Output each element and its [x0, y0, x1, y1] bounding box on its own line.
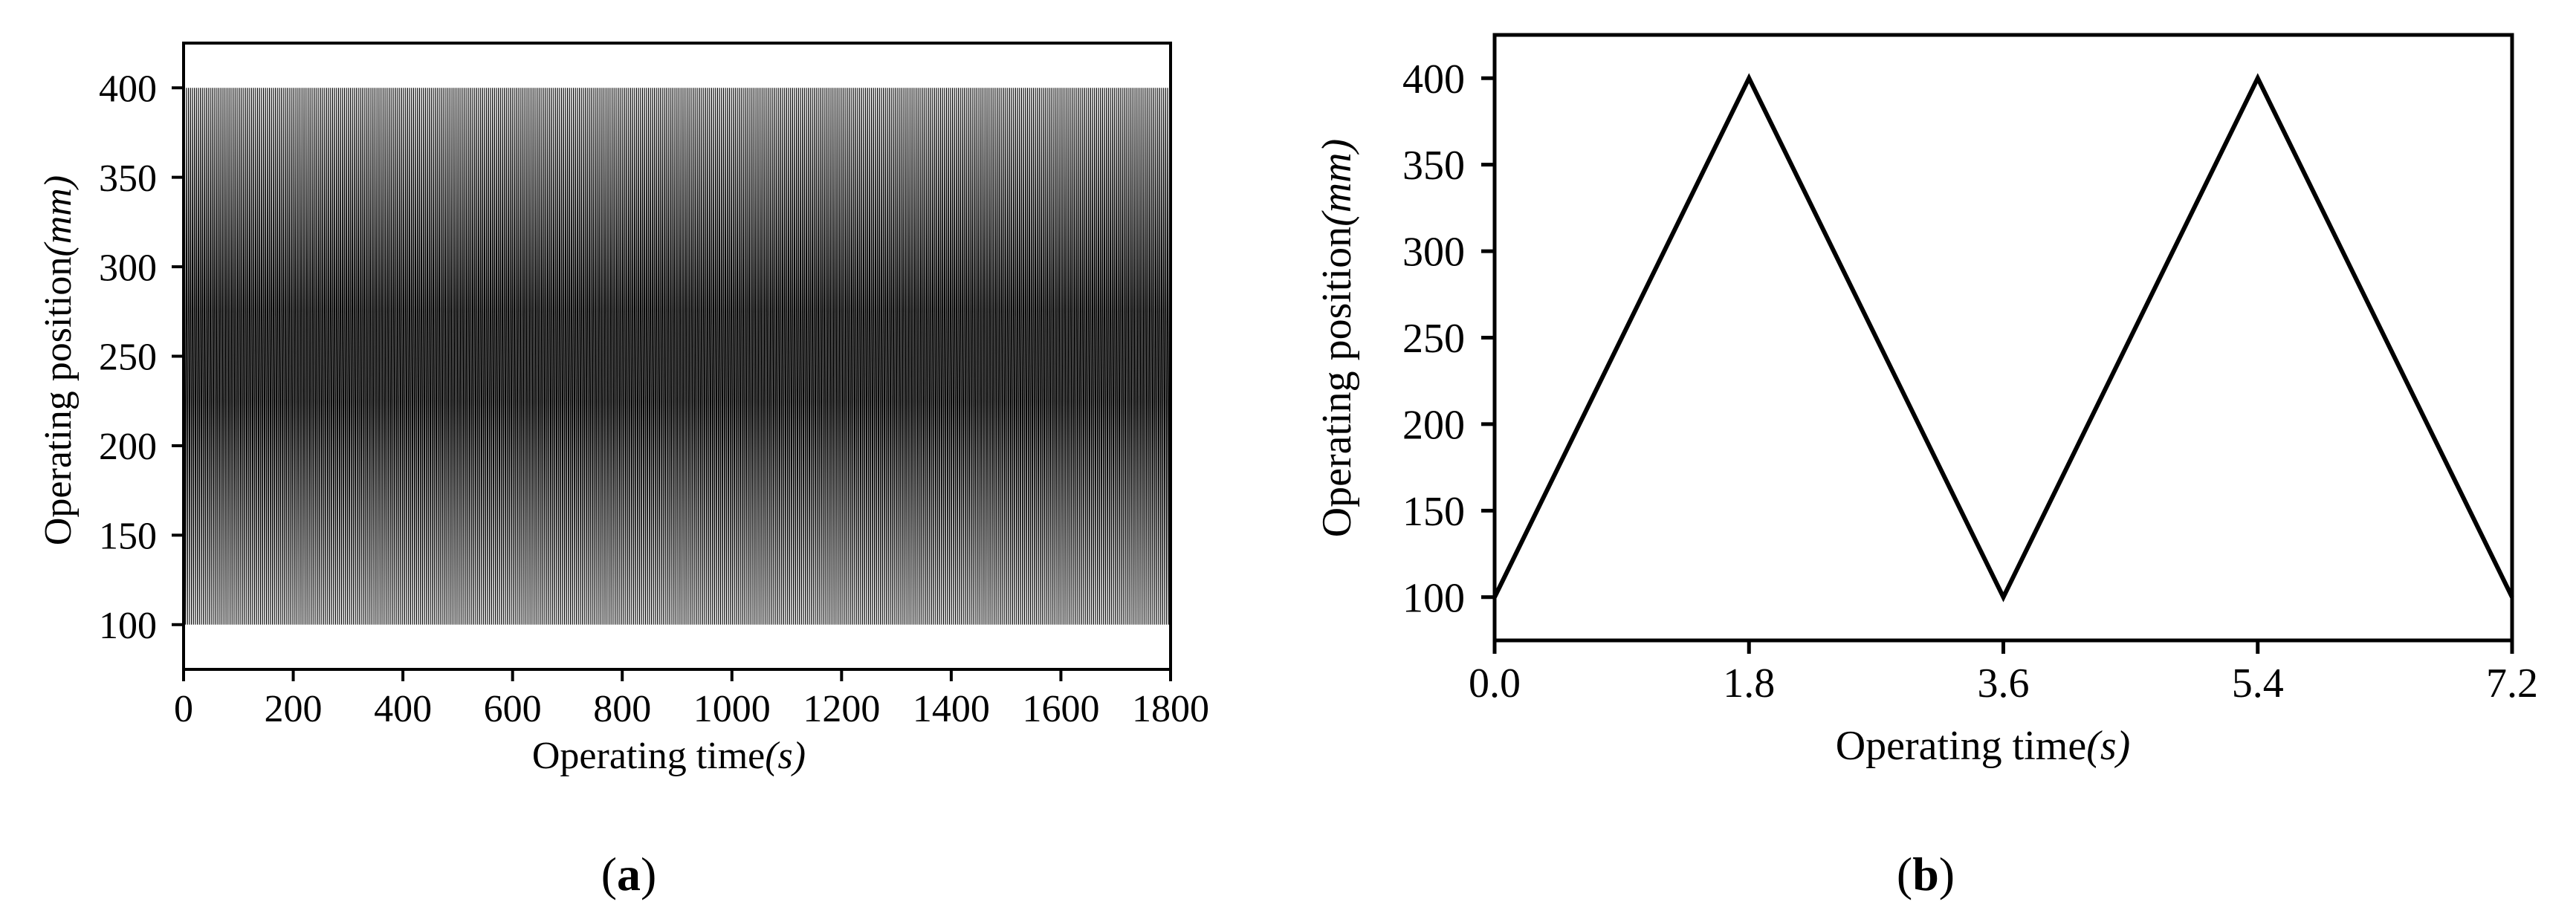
panel-label-b: (b) — [1897, 848, 1955, 900]
chart-b-y-ticks: 100 150 200 250 300 350 400 — [1402, 56, 1495, 621]
chart-b-x-tick-label: 0.0 — [1469, 660, 1521, 707]
panel-label-a-letter: a — [617, 848, 641, 900]
chart-a-x-tick-label: 1000 — [693, 688, 771, 730]
chart-a-x-axis-label-unit: (s) — [765, 735, 806, 777]
panel-label-b-open: ( — [1897, 848, 1912, 900]
chart-a-x-tick-label: 400 — [374, 688, 432, 730]
chart-a-series-line — [183, 88, 1171, 625]
chart-b-x-tick-label: 3.6 — [1978, 660, 2030, 707]
chart-a-x-tick-label: 600 — [484, 688, 542, 730]
chart-a-x-ticks: 0 200 400 600 800 1000 1200 1400 1600 1800 — [174, 669, 1209, 730]
chart-panel-b: 0.0 1.8 3.6 5.4 7.2 100 150 200 250 300 350 400 Op… — [1314, 33, 2538, 900]
chart-a-y-axis-label-main: Operating position — [37, 257, 80, 546]
chart-b-x-ticks: 0.0 1.8 3.6 5.4 7.2 — [1469, 640, 2538, 707]
chart-b-x-axis-label: Operating time(s) — [1836, 723, 2131, 769]
chart-b-y-axis-label-unit: (mm) — [1314, 139, 1360, 227]
chart-a-y-tick-label: 150 — [99, 516, 157, 558]
chart-b-plot-frame — [1492, 33, 2514, 643]
panel-label-b-close: ) — [1939, 848, 1955, 900]
chart-a-y-tick-label: 100 — [99, 605, 157, 647]
panel-label-b-letter: b — [1912, 848, 1939, 900]
chart-a-y-axis-label-unit: (mm) — [37, 175, 80, 257]
chart-b-x-tick-label: 7.2 — [2486, 660, 2538, 707]
chart-b-x-axis-label-main: Operating time — [1836, 723, 2086, 769]
chart-a-y-axis-label: Operating position(mm) — [37, 175, 80, 545]
chart-a-x-axis-label: Operating time(s) — [532, 735, 806, 777]
chart-b-y-tick-label: 400 — [1402, 56, 1465, 103]
chart-a-y-tick-label: 400 — [99, 68, 157, 110]
chart-panel-a: 0 200 400 600 800 1000 1200 1400 1600 1800 100 150… — [37, 42, 1209, 900]
panel-label-a: (a) — [601, 848, 657, 900]
chart-a-x-axis-label-main: Operating time — [532, 735, 765, 777]
panel-label-a-close: ) — [641, 848, 656, 900]
chart-a-y-tick-label: 300 — [99, 247, 157, 289]
chart-a-x-tick-label: 1800 — [1132, 688, 1209, 730]
chart-a-y-tick-label: 250 — [99, 337, 157, 379]
chart-a-x-tick-label: 1600 — [1022, 688, 1099, 730]
chart-b-y-tick-label: 100 — [1402, 575, 1465, 621]
chart-b-y-tick-label: 300 — [1402, 230, 1465, 276]
chart-a-x-tick-label: 0 — [174, 688, 193, 730]
panel-label-a-open: ( — [601, 848, 617, 900]
chart-b-x-axis-label-unit: (s) — [2086, 723, 2130, 769]
chart-b-y-tick-label: 250 — [1402, 316, 1465, 362]
chart-a-y-tick-label: 200 — [99, 426, 157, 468]
chart-b-y-tick-label: 350 — [1402, 143, 1465, 189]
chart-a-x-tick-label: 200 — [265, 688, 323, 730]
chart-b-y-axis-label-main: Operating position — [1314, 227, 1360, 537]
chart-a-y-tick-label: 350 — [99, 158, 157, 200]
chart-b-position-line — [1492, 73, 2514, 603]
chart-b-y-tick-label: 200 — [1402, 403, 1465, 449]
chart-a-x-tick-label: 1200 — [803, 688, 880, 730]
chart-a-x-tick-label: 800 — [593, 688, 651, 730]
chart-a-position-trace — [183, 88, 1171, 625]
chart-b-x-tick-label: 5.4 — [2232, 660, 2284, 707]
chart-a-x-tick-label: 1400 — [913, 688, 990, 730]
chart-b-x-tick-label: 1.8 — [1723, 660, 1775, 707]
chart-a-y-ticks: 100 150 200 250 300 350 400 — [99, 68, 184, 647]
chart-b-y-axis-label: Operating position(mm) — [1314, 139, 1360, 538]
chart-b-y-tick-label: 150 — [1402, 489, 1465, 535]
